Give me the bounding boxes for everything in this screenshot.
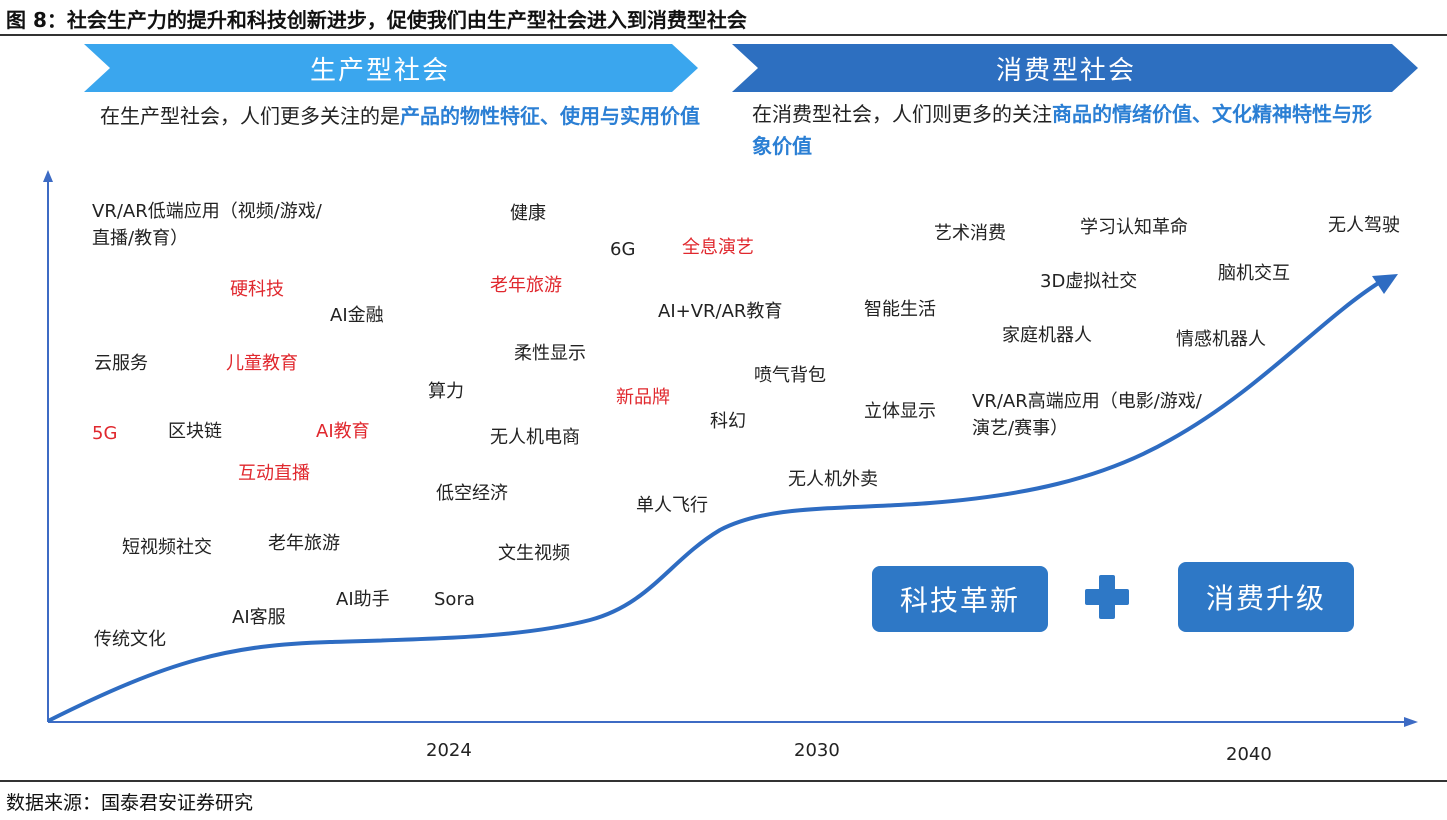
- term-ai-assistant: AI助手: [336, 589, 390, 610]
- growth-curve: [48, 280, 1382, 722]
- term-3d-virtual-social: 3D虚拟社交: [1040, 271, 1138, 292]
- production-desc-highlight: 产品的物性特征、使用与实用价值: [400, 104, 700, 128]
- consumption-label: 消费型社会: [996, 56, 1137, 86]
- term-interactive-live: 互动直播: [238, 463, 310, 484]
- term-emotional-robot: 情感机器人: [1176, 329, 1266, 350]
- year-2024: 2024: [426, 740, 472, 761]
- consumption-desc-prefix: 在消费型社会，人们则更多的关注: [752, 102, 1052, 126]
- year-2030: 2030: [794, 740, 840, 761]
- curve-arrow-head: [1372, 274, 1398, 294]
- y-axis-arrow: [43, 170, 53, 182]
- tech-innovation-badge: 科技革新: [872, 566, 1048, 632]
- consumption-banner: [732, 44, 1418, 92]
- plus-sign-vertical: [1099, 575, 1115, 619]
- term-blockchain: 区块链: [168, 421, 222, 442]
- term-sora: Sora: [434, 589, 475, 610]
- production-desc-prefix: 在生产型社会，人们更多关注的是: [100, 104, 400, 128]
- figure-title: 图 8：社会生产力的提升和科技创新进步，促使我们由生产型社会进入到消费型社会: [6, 8, 747, 32]
- year-2040: 2040: [1226, 744, 1272, 765]
- term-low-altitude-economy: 低空经济: [436, 483, 508, 504]
- term-drone-delivery: 无人机外卖: [788, 469, 878, 490]
- term-hard-tech: 硬科技: [230, 279, 284, 300]
- term-home-robot: 家庭机器人: [1002, 325, 1092, 346]
- term-new-brand: 新品牌: [616, 387, 670, 408]
- term-vr-ar-low: VR/AR低端应用（视频/游戏/直播/教育）: [92, 201, 322, 249]
- term-cloud-service: 云服务: [94, 353, 148, 374]
- consumption-description: 在消费型社会，人们则更多的关注商品的情绪价值、文化精神特性与形象价值: [752, 98, 1372, 162]
- term-senior-travel-red: 老年旅游: [490, 275, 562, 296]
- term-vr-ar-high: VR/AR高端应用（电影/游戏/演艺/赛事）: [972, 391, 1202, 439]
- term-5g: 5G: [92, 423, 118, 444]
- term-ai-customer-service: AI客服: [232, 607, 286, 628]
- term-holographic-performance: 全息演艺: [682, 237, 754, 258]
- term-ai-finance: AI金融: [330, 305, 384, 326]
- term-traditional-culture: 传统文化: [94, 629, 166, 650]
- term-smart-living: 智能生活: [864, 299, 936, 320]
- figure-source: 数据来源：国泰君安证券研究: [6, 792, 254, 814]
- term-computing-power: 算力: [428, 381, 464, 402]
- term-3d-display: 立体显示: [864, 401, 936, 422]
- production-description: 在生产型社会，人们更多关注的是产品的物性特征、使用与实用价值: [100, 100, 700, 132]
- term-text-to-video: 文生视频: [498, 543, 570, 564]
- term-health: 健康: [510, 203, 546, 224]
- term-sci-fi: 科幻: [710, 411, 746, 432]
- production-label: 生产型社会: [310, 56, 451, 86]
- term-drone-ecommerce: 无人机电商: [490, 427, 580, 448]
- term-senior-travel: 老年旅游: [268, 533, 340, 554]
- term-child-education: 儿童教育: [226, 353, 298, 374]
- term-jetpack: 喷气背包: [754, 365, 826, 386]
- top-rule: [0, 34, 1447, 36]
- term-flexible-display: 柔性显示: [514, 343, 586, 364]
- term-autonomous-driving: 无人驾驶: [1328, 215, 1400, 236]
- term-ai-education: AI教育: [316, 421, 370, 442]
- term-short-video-social: 短视频社交: [122, 537, 212, 558]
- bottom-rule: [0, 780, 1447, 782]
- production-banner: [84, 44, 698, 92]
- consumption-desc-highlight: 商品的情绪价值、文化精神特性与形象价值: [752, 102, 1372, 158]
- term-personal-flight: 单人飞行: [636, 495, 708, 516]
- term-learning-cognition: 学习认知革命: [1080, 217, 1188, 238]
- term-art-consumption: 艺术消费: [934, 223, 1006, 244]
- consumption-upgrade-badge: 消费升级: [1178, 562, 1354, 632]
- term-brain-computer: 脑机交互: [1218, 263, 1290, 284]
- term-ai-vr-education: AI+VR/AR教育: [658, 301, 783, 322]
- x-axis-arrow: [1404, 717, 1418, 727]
- term-6g: 6G: [610, 239, 636, 260]
